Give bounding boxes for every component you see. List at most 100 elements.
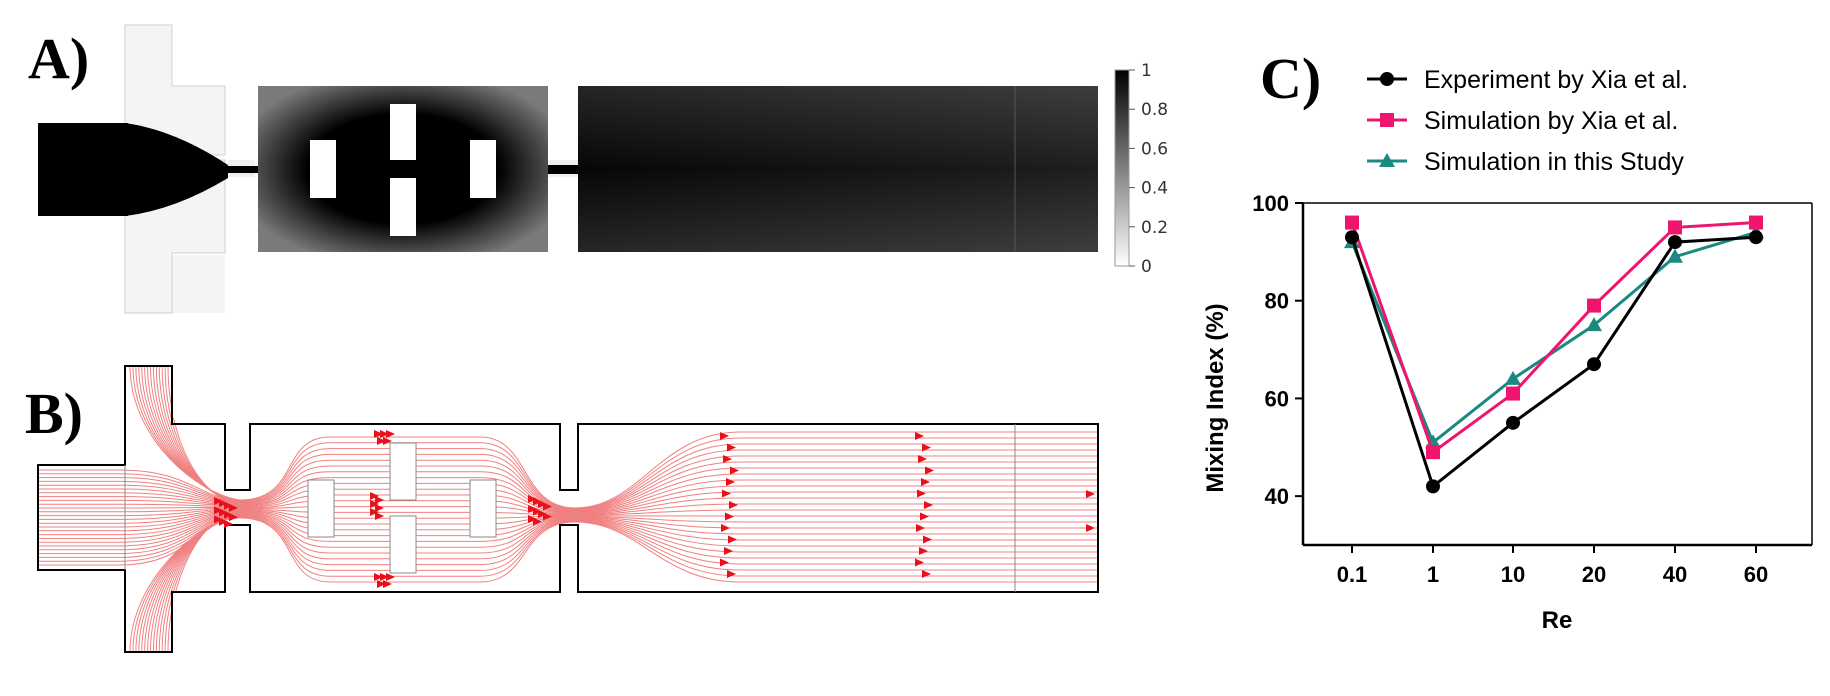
streamline: [38, 431, 1098, 509]
flow-arrow: [922, 570, 931, 578]
colorbar-tick-label: 1: [1141, 61, 1152, 81]
flow-arrow: [528, 515, 537, 523]
data-point: [1667, 248, 1683, 263]
flow-arrow: [229, 503, 238, 512]
flow-arrow: [543, 512, 552, 521]
streamline: [38, 437, 1098, 510]
streamline: [38, 512, 1098, 542]
channel-outline: [37, 365, 1099, 653]
flow-arrow: [224, 520, 233, 528]
flow-arrow: [370, 508, 379, 516]
flow-arrow: [724, 547, 733, 555]
streamline: [38, 503, 1098, 517]
panel-c-label: C): [1260, 46, 1322, 111]
y-axis-label: Mixing Index (%): [1202, 303, 1229, 492]
flow-arrow: [1086, 524, 1095, 532]
obstacle-b-1: [307, 479, 335, 538]
streamline: [38, 513, 1098, 548]
x-axis-label: Re: [1542, 607, 1573, 634]
legend-label: Simulation by Xia et al.: [1424, 107, 1678, 135]
flow-arrow: [214, 515, 223, 524]
y-tick-label: 40: [1265, 484, 1289, 509]
focusing-wedge: [125, 123, 228, 216]
panel-a-concentration-map: [38, 24, 1098, 314]
streamline: [129, 366, 241, 501]
flow-arrow: [543, 502, 552, 511]
streamline: [164, 366, 241, 505]
data-point: [1426, 445, 1440, 460]
streamline: [167, 366, 241, 505]
streamline: [38, 513, 1098, 554]
flow-arrow: [720, 432, 729, 440]
flow-arrow: [720, 558, 729, 567]
obstacle-4: [470, 140, 496, 198]
panel-b-streamlines: [37, 365, 1099, 653]
flow-arrow: [229, 513, 238, 522]
flow-arrow: [219, 508, 228, 517]
series-line: [1350, 230, 1757, 445]
obstacle-3: [390, 178, 416, 236]
colorbar-tick-label: 0.6: [1141, 139, 1168, 159]
flow-arrow: [538, 510, 547, 518]
data-point: [1749, 215, 1763, 230]
legend-label: Simulation in this Study: [1424, 148, 1684, 176]
obstacle-2: [390, 104, 416, 160]
flow-arrow: [917, 489, 926, 498]
flow-arrow: [224, 510, 233, 519]
flow-arrow: [377, 580, 386, 588]
flow-arrow: [921, 478, 930, 486]
streamline: [38, 517, 1098, 583]
data-point: [1668, 220, 1682, 235]
colorbar-tick-label: 0.4: [1141, 179, 1168, 199]
flow-arrow: [375, 496, 384, 504]
series-line: [1350, 235, 1757, 489]
x-tick-label: 10: [1501, 562, 1525, 587]
flow-arrow: [383, 437, 392, 445]
flow-arrow: [214, 506, 223, 515]
flow-arrow: [721, 524, 730, 532]
streamline: [38, 516, 1098, 571]
plot-series: [1344, 215, 1764, 494]
colorbar: 1 0.8 0.6 0.4 0.2 0: [1114, 61, 1168, 277]
flow-arrow: [528, 505, 537, 513]
colorbar-tick-label: 0: [1141, 257, 1152, 277]
x-tick-label: 40: [1663, 562, 1687, 587]
colorbar-tick-label: 0.8: [1141, 100, 1168, 120]
flow-arrow: [374, 430, 383, 438]
flow-arrow: [219, 499, 228, 508]
colorbar-tick-label: 0.2: [1141, 218, 1168, 238]
data-point: [1587, 357, 1601, 372]
data-point: [1749, 230, 1763, 245]
obstacle-1: [310, 140, 336, 198]
x-tick-label: 20: [1582, 562, 1606, 587]
flow-arrow: [538, 500, 547, 508]
legend-marker: [1380, 113, 1394, 127]
flow-arrow: [726, 478, 735, 486]
series-line: [1350, 221, 1757, 455]
flow-arrow: [383, 580, 392, 588]
flow-arrow: [533, 507, 542, 516]
flow-arrow: [1086, 490, 1095, 498]
legend-label: Experiment by Xia et al.: [1424, 66, 1688, 94]
streamline: [38, 516, 1098, 577]
flow-arrow: [380, 430, 389, 438]
panel-b-label: B): [25, 381, 83, 446]
flow-arrow: [728, 535, 737, 544]
flow-arrow: [386, 573, 395, 581]
streamline: [38, 473, 1098, 513]
data-point: [1506, 415, 1520, 430]
flow-arrow: [727, 443, 736, 452]
x-tick-label: 1: [1427, 562, 1439, 587]
flow-arrow: [727, 570, 736, 578]
flow-arrow: [214, 497, 223, 505]
data-point: [1586, 317, 1602, 332]
legend-marker: [1380, 72, 1394, 86]
flow-arrow: [723, 455, 732, 463]
flow-arrow: [374, 573, 383, 581]
flow-arrow: [922, 443, 931, 452]
flow-arrow: [219, 517, 228, 526]
legend: Experiment by Xia et al. Simulation by Xi…: [1367, 66, 1688, 176]
streamline: [38, 455, 1098, 511]
streamline: [38, 515, 1098, 566]
flow-arrow: [377, 437, 386, 445]
